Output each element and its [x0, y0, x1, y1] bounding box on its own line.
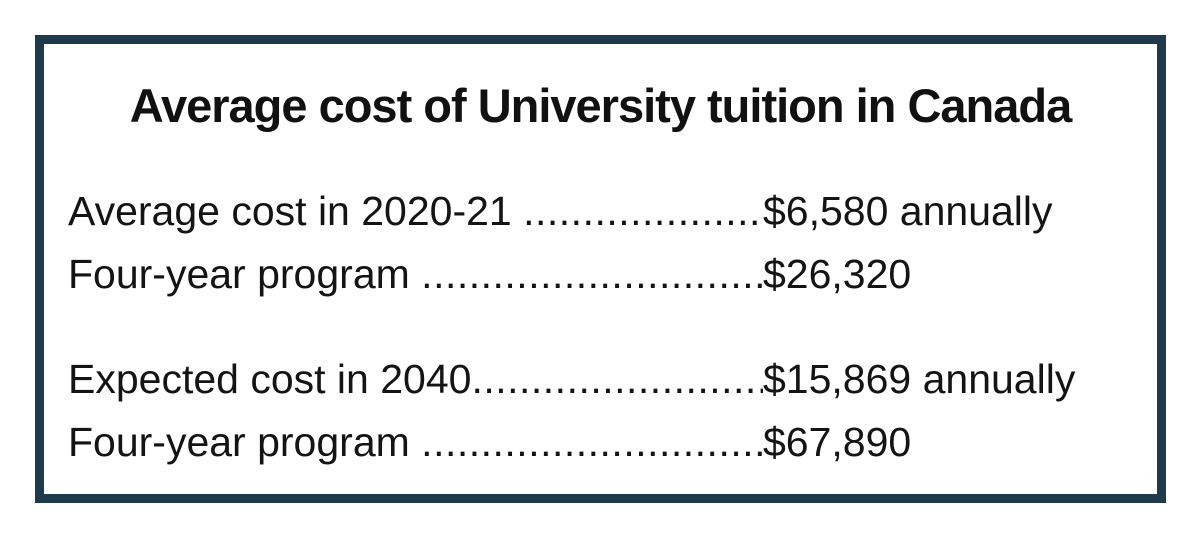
row-label: Expected cost in 2040	[68, 356, 472, 402]
row-label: Four-year program	[68, 419, 422, 465]
list-item-current-annual: Average cost in 2020-21 ................…	[68, 180, 1123, 243]
row-label-cell: Expected cost in 2040 ..................…	[68, 348, 763, 411]
row-value: $6,580 annually	[763, 188, 1053, 234]
row-value: $26,320	[763, 251, 912, 297]
list-item-current-fouryear: Four-year program ......................…	[68, 243, 1123, 306]
row-label-cell: Four-year program ......................…	[68, 243, 763, 306]
list-item-expected-annual: Expected cost in 2040 ..................…	[68, 348, 1123, 411]
row-value: $67,890	[763, 419, 912, 465]
dotted-leader: ........................................…	[421, 419, 763, 465]
row-label-cell: Four-year program ......................…	[68, 411, 763, 474]
dotted-leader: ........................................…	[523, 188, 763, 234]
current-cost-section: Average cost in 2020-21 ................…	[68, 180, 1123, 306]
dotted-leader: ........................................…	[421, 251, 763, 297]
row-label: Four-year program	[68, 251, 422, 297]
list-item-expected-fouryear: Four-year program ......................…	[68, 411, 1123, 474]
row-value: $15,869 annually	[763, 356, 1076, 402]
cost-list: Average cost in 2020-21 ................…	[68, 180, 1123, 474]
tuition-info-box: Average cost of University tuition in Ca…	[35, 35, 1166, 503]
dotted-leader: ........................................…	[471, 356, 763, 402]
row-label: Average cost in 2020-21	[68, 188, 524, 234]
row-label-cell: Average cost in 2020-21 ................…	[68, 180, 763, 243]
page-title: Average cost of University tuition in Ca…	[129, 79, 1072, 132]
expected-cost-section: Expected cost in 2040 ..................…	[68, 348, 1123, 474]
